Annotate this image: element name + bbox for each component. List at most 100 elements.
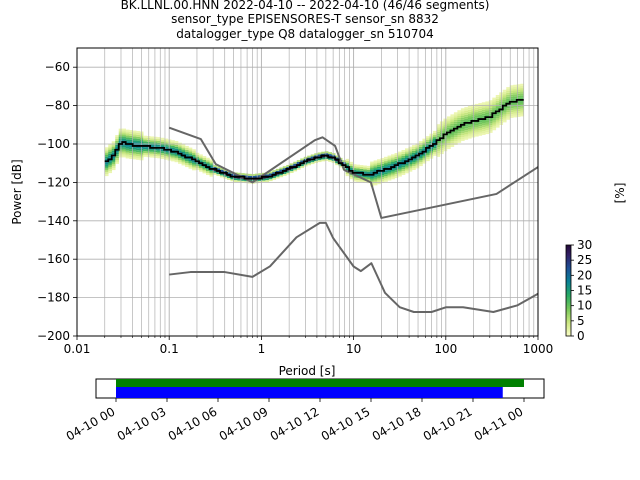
heatmap-cell [384, 162, 388, 165]
heatmap-cell [195, 168, 200, 171]
y-tick-label: −100 [37, 137, 70, 151]
heatmap-cell [432, 130, 437, 133]
heatmap-cell [192, 149, 196, 152]
heatmap-cell [342, 160, 346, 163]
heatmap-cell [230, 173, 235, 176]
heatmap-cell [366, 165, 371, 168]
heatmap-cell [520, 102, 525, 105]
heatmap-cell [108, 171, 113, 174]
heatmap-cell [398, 157, 402, 160]
heatmap-cell [136, 146, 140, 149]
colorbar-tick-label: 15 [577, 284, 592, 298]
heatmap-cell [464, 130, 469, 133]
heatmap-cell [192, 154, 196, 157]
heatmap-cell [272, 175, 277, 178]
heatmap-cell [321, 157, 326, 160]
heatmap-cell [509, 106, 514, 109]
heatmap-cell [488, 100, 493, 103]
colorbar-segment [566, 273, 571, 276]
heatmap-cell [391, 156, 395, 159]
heatmap-cell [125, 141, 130, 144]
heatmap-cell [384, 166, 388, 169]
heatmap-cell [478, 106, 483, 109]
heatmap-cell [520, 110, 525, 113]
heatmap-cell [495, 114, 500, 117]
heatmap-cell [272, 172, 277, 175]
heatmap-cell [457, 112, 462, 115]
heatmap-cell [495, 100, 500, 103]
heatmap-cell [478, 128, 483, 130]
heatmap-cell [520, 114, 525, 117]
heatmap-cell [520, 85, 525, 88]
heatmap-cell [516, 95, 521, 98]
heatmap-cell [108, 148, 113, 151]
heatmap-cell [373, 168, 378, 171]
colorbar-segment [566, 295, 571, 297]
heatmap-cell [122, 153, 126, 156]
heatmap-cell [394, 155, 399, 157]
heatmap-cell [408, 152, 413, 155]
y-axis-label: Power [dB] [10, 159, 24, 224]
heatmap-cell [401, 171, 406, 174]
heatmap-cell [209, 170, 214, 173]
heatmap-cell [108, 151, 113, 154]
heatmap-cell [485, 107, 490, 110]
heatmap-cell [485, 103, 490, 106]
heatmap-cell [502, 120, 507, 123]
heatmap-cell [352, 168, 357, 171]
heatmap-cell [349, 163, 353, 166]
heatmap-cell [398, 153, 402, 156]
heatmap-cell [520, 108, 525, 111]
heatmap-cell [422, 157, 427, 160]
heatmap-cell [258, 179, 263, 181]
heatmap-cell [115, 156, 120, 159]
heatmap-cell [492, 116, 497, 119]
heatmap-cell [136, 150, 140, 153]
heatmap-cell [391, 167, 395, 170]
heatmap-cell [181, 152, 186, 154]
heatmap-cell [164, 155, 168, 158]
heatmap-cell [115, 138, 120, 141]
heatmap-cell [488, 123, 493, 126]
heatmap-cell [370, 167, 374, 170]
heatmap-cell [425, 157, 430, 160]
heatmap-cell [495, 119, 500, 122]
heatmap-cell [310, 160, 315, 163]
heatmap-cell [174, 144, 179, 147]
heatmap-cell [464, 126, 469, 129]
heatmap-cell [446, 147, 451, 150]
colorbar-segment [566, 276, 571, 279]
heatmap-cell [125, 156, 130, 159]
heatmap-cell [314, 153, 319, 156]
heatmap-cell [488, 109, 493, 112]
heatmap-cell [520, 97, 525, 100]
heatmap-cell [401, 159, 406, 162]
heatmap-cell [331, 160, 336, 163]
heatmap-cell [513, 103, 518, 106]
colorbar-segment [566, 264, 571, 267]
heatmap-cell [405, 152, 409, 155]
colorbar-segment [566, 317, 571, 320]
heatmap-cell [457, 115, 462, 118]
heatmap-cell [474, 125, 479, 127]
heatmap-cell [422, 148, 427, 151]
heatmap-cell [425, 149, 430, 152]
heatmap-cell [125, 133, 130, 136]
heatmap-cell [136, 154, 140, 157]
heatmap-cell [481, 111, 486, 114]
heatmap-cell [485, 112, 490, 115]
heatmap-cell [188, 162, 193, 165]
heatmap-cell [171, 146, 175, 148]
heatmap-cell [160, 137, 165, 140]
heatmap-cell [481, 121, 486, 124]
heatmap-cell [467, 119, 472, 122]
heatmap-cell [384, 176, 388, 178]
heatmap-cell [111, 158, 116, 161]
heatmap-cell [446, 120, 451, 123]
heatmap-cell [415, 164, 420, 167]
heatmap-cell [212, 172, 217, 175]
heatmap-cell [377, 166, 381, 169]
heatmap-cell [254, 175, 259, 178]
heatmap-cell [443, 137, 448, 140]
heatmap-cell [509, 96, 514, 99]
